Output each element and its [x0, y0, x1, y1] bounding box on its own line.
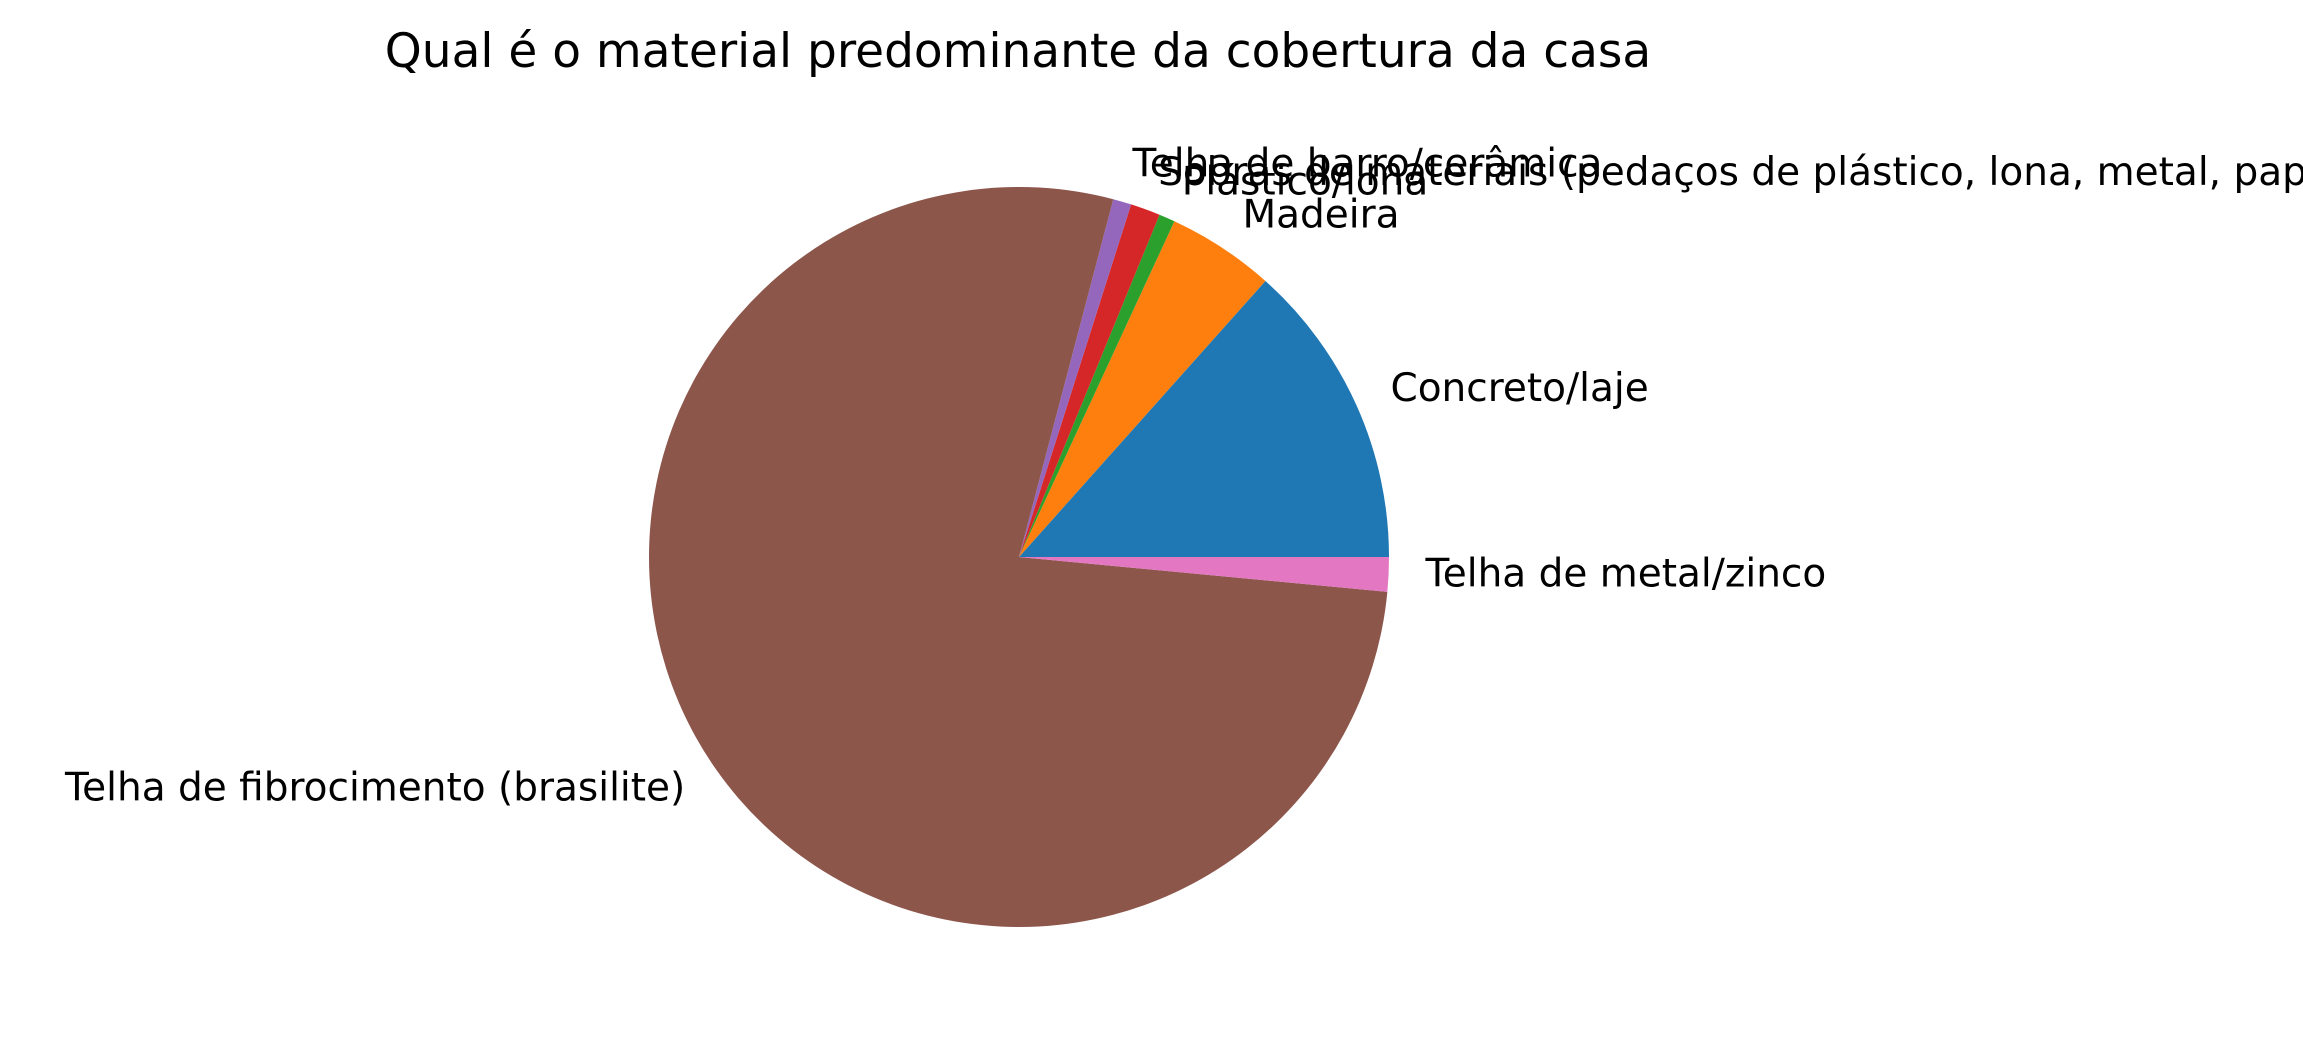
pie-label-1: Madeira	[1242, 192, 1399, 237]
pie-slice-3	[1019, 204, 1160, 557]
pie-label-6: Telha de metal/zinco	[1425, 552, 1827, 597]
pie-slice-6	[1019, 557, 1389, 592]
pie-label-5: Telha de fibrocimento (brasilite)	[64, 765, 685, 810]
pie-slice-1	[1019, 221, 1266, 558]
pie-slice-2	[1019, 214, 1175, 557]
chart-title: Qual é o material predominante da cobert…	[385, 24, 1651, 79]
pie-slices	[649, 186, 1389, 927]
pie-slice-4	[1019, 199, 1132, 557]
pie-label-4: Telha de barro/cerâmica	[1132, 142, 1603, 187]
pie-label-0: Concreto/laje	[1390, 366, 1648, 411]
pie-labels: Concreto/laje MadeiraPlástico/lonaSobras …	[64, 142, 2303, 811]
pie-slice-5	[649, 186, 1388, 927]
pie-slice-0	[1019, 281, 1389, 557]
pie-label-3: Sobras de materiais (pedaços de plástico…	[1158, 150, 2303, 195]
pie-label-2: Plástico/lona	[1182, 159, 1428, 204]
